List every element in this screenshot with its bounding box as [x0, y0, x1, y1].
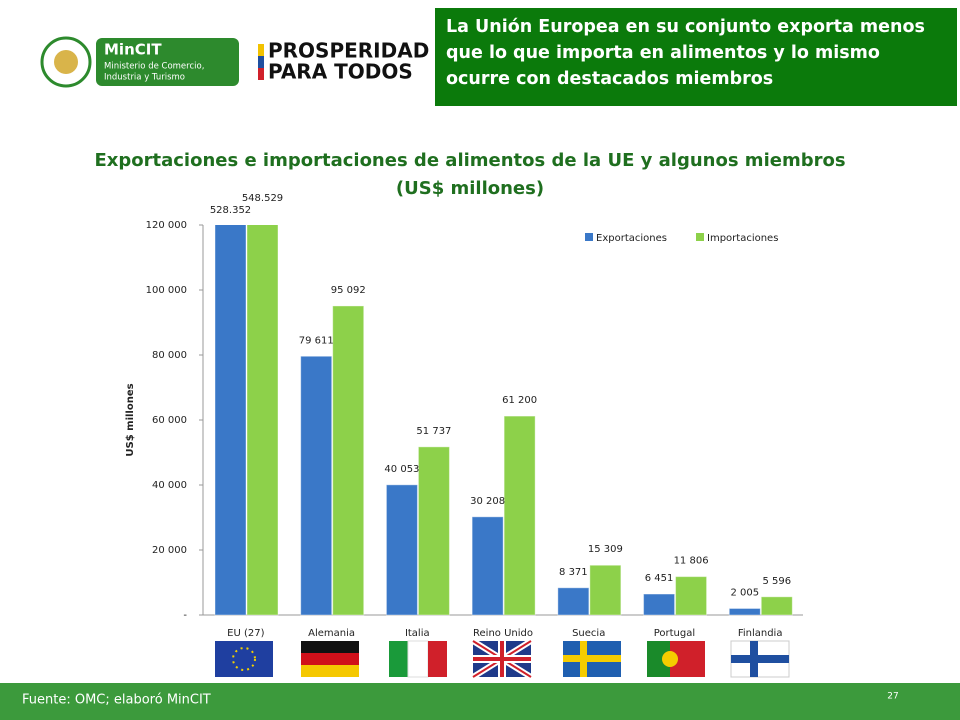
value-label: 6 451 — [645, 573, 674, 584]
bar — [417, 446, 450, 616]
bar — [214, 225, 247, 616]
value-label: 11 806 — [674, 556, 709, 567]
ministry-line: Ministerio de Comercio, — [104, 62, 204, 72]
value-label: 61 200 — [502, 395, 537, 406]
value-label: 2 005 — [730, 587, 759, 598]
x-tick-label: Portugal — [654, 628, 695, 639]
campaign-line: PARA TODOS — [268, 60, 413, 84]
value-label: 5 596 — [762, 576, 791, 587]
bar — [471, 516, 504, 616]
value-label: 51 737 — [416, 426, 451, 437]
bar — [760, 596, 793, 616]
x-tick-label: Italia — [405, 628, 430, 639]
footer-source: Fuente: OMC; elaboró MinCIT — [22, 693, 211, 708]
x-tick-label: Suecia — [572, 628, 605, 639]
bar — [557, 587, 590, 616]
value-label: 79 611 — [299, 335, 334, 346]
chart-subtitle: (US$ millones) — [396, 178, 544, 199]
y-tick-label: 60 000 — [152, 415, 187, 426]
bar — [728, 607, 761, 616]
x-tick-label: Alemania — [308, 628, 355, 639]
chart-title: Exportaciones e importaciones de aliment… — [94, 150, 845, 171]
header-box: La Unión Europea en su conjunto exporta … — [435, 8, 957, 106]
bar — [675, 576, 708, 616]
y-tick-label: 20 000 — [152, 545, 187, 556]
y-tick-label: 100 000 — [146, 285, 187, 296]
color-strip — [258, 68, 264, 80]
bar — [643, 593, 676, 616]
legend-swatch — [696, 233, 704, 241]
bar — [246, 225, 279, 616]
ministry-logo — [96, 38, 239, 86]
x-tick-label: Reino Unido — [473, 628, 533, 639]
value-label: 8 371 — [559, 567, 588, 578]
color-strip — [258, 44, 264, 56]
footer-bar — [0, 683, 960, 720]
flags — [215, 638, 790, 680]
ministry-name: MinCIT — [104, 41, 162, 59]
bar — [503, 415, 536, 616]
page-number: 27 — [887, 692, 898, 702]
bar — [589, 564, 622, 616]
x-tick-label: EU (27) — [227, 628, 264, 639]
bar — [385, 484, 418, 616]
value-label: 30 208 — [470, 496, 505, 507]
y-tick-label: 80 000 — [152, 350, 187, 361]
value-label: 528.352 — [210, 205, 251, 216]
bar — [300, 355, 333, 616]
ministry-line: Industria y Turismo — [104, 73, 185, 83]
x-tick-label: Finlandia — [738, 628, 783, 639]
legend-label: Exportaciones — [596, 233, 667, 244]
campaign-line: PROSPERIDAD — [268, 39, 429, 63]
color-strip — [258, 56, 264, 68]
y-axis-label: US$ millones — [125, 383, 136, 456]
value-label: 15 309 — [588, 544, 623, 555]
legend-label: Importaciones — [707, 233, 778, 244]
y-tick-label: - — [183, 610, 187, 621]
y-tick-label: 40 000 — [152, 480, 187, 491]
emblem-core — [54, 50, 78, 74]
y-tick-label: 120 000 — [146, 220, 187, 231]
bars — [214, 225, 793, 616]
bar — [332, 305, 365, 616]
value-label: 40 053 — [384, 464, 419, 475]
value-label: 95 092 — [331, 285, 366, 296]
legend-swatch — [585, 233, 593, 241]
value-label: 548.529 — [242, 193, 283, 204]
